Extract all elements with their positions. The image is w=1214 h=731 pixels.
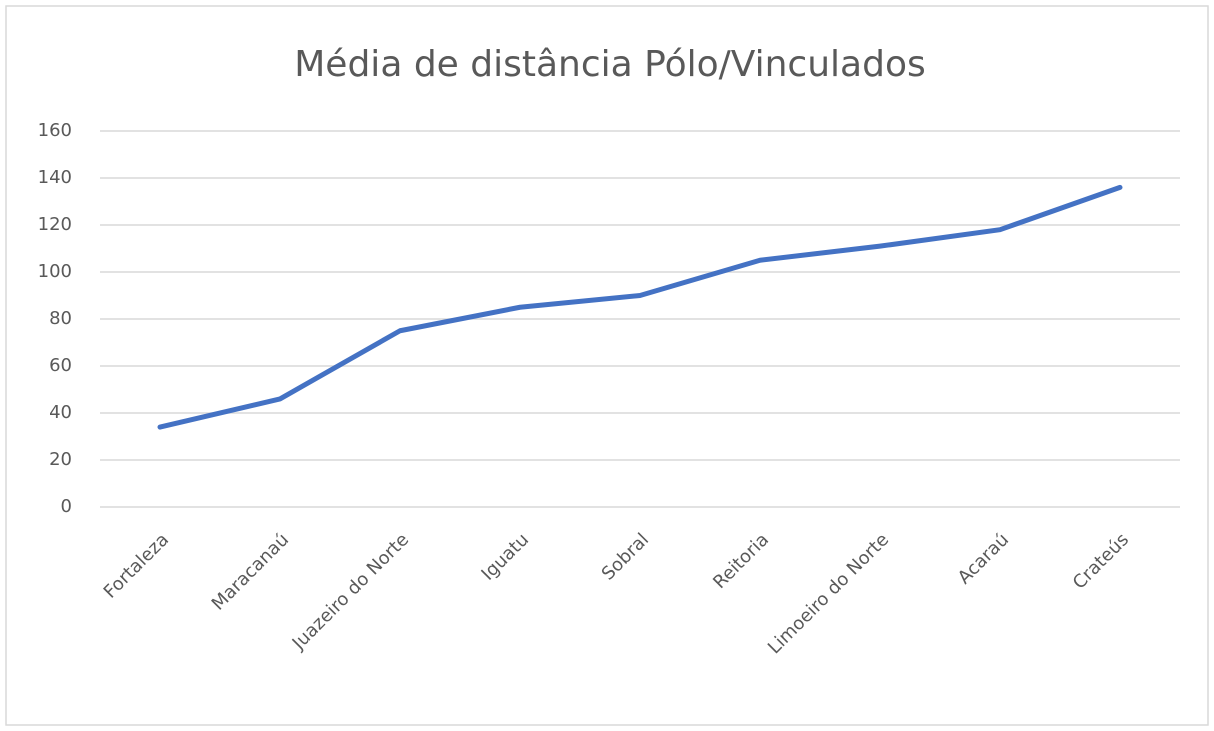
y-tick-label: 40: [49, 402, 72, 423]
line: [157, 184, 1123, 430]
y-tick-label: 60: [49, 355, 72, 376]
y-tick-label: 80: [49, 308, 72, 329]
y-tick-label: 160: [38, 120, 72, 141]
y-tick-label: 0: [61, 496, 72, 517]
y-tick-label: 20: [49, 449, 72, 470]
y-tick-label: 140: [38, 167, 72, 188]
y-tick-label: 120: [38, 214, 72, 235]
y-tick-label: 100: [38, 261, 72, 282]
chart-title: Média de distância Pólo/Vinculados: [294, 44, 925, 85]
